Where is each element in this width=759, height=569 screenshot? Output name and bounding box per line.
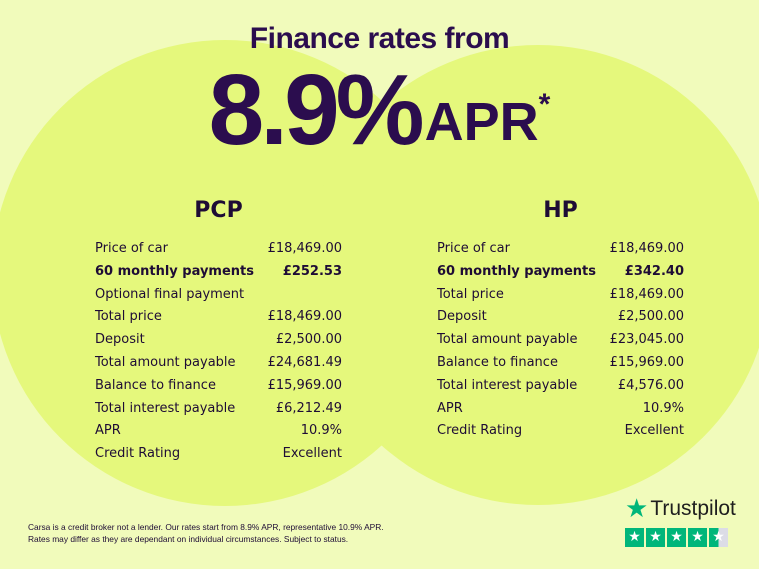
rate-suffix: APR — [424, 92, 539, 152]
table-row: 60 monthly payments £252.53 — [95, 261, 342, 284]
table-row: Total interest payable £6,212.49 — [95, 398, 342, 421]
row-value: 10.9% — [300, 423, 342, 439]
table-row: Total amount payable £24,681.49 — [95, 352, 342, 375]
table-row: Credit Rating Excellent — [95, 443, 342, 466]
row-value: Excellent — [282, 446, 342, 462]
row-value: £18,469.00 — [609, 241, 684, 256]
row-value: £2,500.00 — [275, 332, 342, 348]
rate-headline: 8.9% APR * — [0, 60, 759, 160]
row-label: Optional final payment — [95, 286, 245, 302]
table-row: Price of car £18,469.00 — [95, 238, 342, 261]
hp-table: HP Price of car £18,469.00 60 monthly paym… — [437, 198, 684, 443]
row-label: Total amount payable — [437, 332, 578, 348]
table-row: Optional final payment — [95, 284, 342, 307]
disclaimer: Carsa is a credit broker not a lender. O… — [28, 521, 384, 545]
row-label: APR — [437, 400, 463, 416]
row-value: £15,969.00 — [609, 354, 684, 370]
decorative-circle-right — [305, 45, 759, 505]
headline: Finance rates from — [249, 22, 510, 55]
row-label: Total price — [95, 309, 162, 325]
row-label: Total interest payable — [437, 377, 578, 393]
trustpilot-name: Trustpilot — [650, 496, 736, 520]
row-label: APR — [95, 423, 121, 439]
disclaimer-line: Rates may differ as they are dependant o… — [28, 534, 349, 544]
star-icon: ★ — [625, 493, 649, 523]
table-row: Total amount payable £23,045.00 — [437, 329, 684, 352]
table-row: Total price £18,469.00 — [437, 284, 684, 307]
row-value: £4,576.00 — [617, 377, 684, 393]
row-value: £15,969.00 — [267, 377, 342, 393]
table-row: APR 10.9% — [95, 420, 342, 443]
row-label: Deposit — [437, 309, 487, 325]
row-value: Excellent — [624, 423, 684, 439]
table-row: Total interest payable £4,576.00 — [437, 375, 684, 398]
table-row: Balance to finance £15,969.00 — [95, 375, 342, 398]
row-value: £342.40 — [624, 263, 684, 279]
rating-stars: ★ ★ ★ ★ ★ — [625, 528, 736, 547]
row-label: Price of car — [437, 241, 510, 256]
table-row: Balance to finance £15,969.00 — [437, 352, 684, 375]
trustpilot-badge[interactable]: ★ Trustpilot ★ ★ ★ ★ ★ — [625, 493, 736, 547]
row-label: Price of car — [95, 241, 168, 256]
row-label: 60 monthly payments — [437, 263, 596, 279]
table-row: Price of car £18,469.00 — [437, 238, 684, 261]
row-label: Balance to finance — [437, 354, 558, 370]
table-row: Credit Rating Excellent — [437, 420, 684, 443]
pcp-table: PCP Price of car £18,469.00 60 monthly pay… — [95, 198, 342, 466]
table-row: APR 10.9% — [437, 398, 684, 421]
pcp-title: PCP — [194, 198, 243, 223]
row-label: Total interest payable — [95, 400, 236, 416]
disclaimer-line: Carsa is a credit broker not a lender. O… — [28, 522, 384, 532]
star-icon: ★ — [709, 528, 728, 547]
row-label: Balance to finance — [95, 377, 216, 393]
row-label: Credit Rating — [437, 423, 523, 439]
row-label: 60 monthly payments — [95, 263, 254, 279]
row-label: Deposit — [95, 332, 145, 348]
star-icon: ★ — [688, 528, 707, 547]
row-value: £24,681.49 — [267, 354, 342, 370]
row-value: £18,469.00 — [267, 309, 342, 325]
row-value: £23,045.00 — [609, 332, 684, 348]
table-row: Total price £18,469.00 — [95, 306, 342, 329]
table-row: 60 monthly payments £342.40 — [437, 261, 684, 284]
hp-title: HP — [543, 198, 578, 223]
row-value: 10.9% — [642, 400, 684, 416]
row-value: £2,500.00 — [617, 309, 684, 325]
rate-value: 8.9% — [208, 54, 425, 166]
row-label: Total amount payable — [95, 354, 236, 370]
star-icon: ★ — [646, 528, 665, 547]
table-row: Deposit £2,500.00 — [437, 306, 684, 329]
row-value: £6,212.49 — [275, 400, 342, 416]
row-label: Credit Rating — [95, 446, 181, 462]
row-value: £18,469.00 — [267, 241, 342, 256]
row-label: Total price — [437, 286, 504, 302]
star-icon: ★ — [667, 528, 686, 547]
star-icon: ★ — [625, 528, 644, 547]
row-value: £18,469.00 — [609, 286, 684, 302]
row-value: £252.53 — [282, 263, 342, 279]
table-row: Deposit £2,500.00 — [95, 329, 342, 352]
asterisk: * — [538, 88, 551, 121]
